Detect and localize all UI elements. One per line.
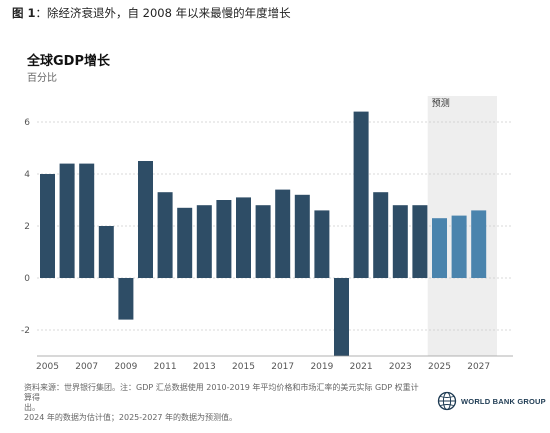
logo-text: WORLD BANK GROUP <box>461 396 546 406</box>
source-line-2: 出。 <box>24 403 40 412</box>
bar-2022 <box>373 192 389 278</box>
bar-2013 <box>196 205 212 278</box>
x-tick-label: 2025 <box>428 362 451 372</box>
x-tick-label: 2015 <box>232 362 255 372</box>
bar-2012 <box>177 207 193 278</box>
bar-2024 <box>412 205 428 278</box>
figure-caption: ：除经济衰退外，自 2008 年以来最慢的年度增长 <box>35 6 291 20</box>
bar-2010 <box>138 161 153 278</box>
bar-2017 <box>275 189 291 278</box>
bar-2015 <box>236 197 251 278</box>
source-note: 资料来源：世界银行集团。注：GDP 汇总数据使用 2010-2019 年平均价格… <box>24 383 424 423</box>
y-tick-label: 4 <box>24 170 30 180</box>
chart-subtitle: 百分比 <box>27 73 57 84</box>
y-tick-label: -2 <box>21 326 30 336</box>
bar-2025 <box>432 218 447 278</box>
bar-2011 <box>157 192 173 278</box>
x-tick-label: 2011 <box>154 362 177 372</box>
bar-2007 <box>79 163 95 278</box>
forecast-label: 预测 <box>432 98 450 109</box>
bar-2014 <box>216 200 232 278</box>
figure-label: 图 1 <box>12 6 36 20</box>
x-tick-label: 2023 <box>389 362 412 372</box>
x-tick-label: 2013 <box>193 362 216 372</box>
bar-2021 <box>353 111 369 278</box>
y-tick-label: 0 <box>24 274 30 284</box>
x-tick-label: 2009 <box>114 362 137 372</box>
bar-2019 <box>314 210 330 278</box>
bar-2026 <box>451 215 467 278</box>
bar-2027 <box>471 210 487 278</box>
y-tick-label: 6 <box>24 118 30 128</box>
x-tick-label: 2017 <box>271 362 294 372</box>
bar-2008 <box>98 226 114 278</box>
bar-2005 <box>40 174 55 278</box>
world-bank-logo: WORLD BANK GROUP <box>437 391 546 411</box>
x-tick-label: 2027 <box>467 362 490 372</box>
bar-2016 <box>255 205 271 278</box>
bar-2018 <box>294 194 310 278</box>
bar-2006 <box>59 163 75 278</box>
x-tick-label: 2005 <box>36 362 59 372</box>
source-line-3: 2024 年的数据为估计值；2025-2027 年的数据为预测值。 <box>24 413 238 422</box>
bar-2023 <box>392 205 408 278</box>
bar-2020 <box>334 278 349 356</box>
globe-icon <box>437 391 457 411</box>
bar-2009 <box>118 278 134 320</box>
x-tick-label: 2019 <box>310 362 333 372</box>
source-line-1: 资料来源：世界银行集团。注：GDP 汇总数据使用 2010-2019 年平均价格… <box>24 383 419 402</box>
chart-title: 全球GDP增长 <box>27 54 110 69</box>
x-tick-label: 2021 <box>350 362 373 372</box>
figure-header: 图 1：除经济衰退外，自 2008 年以来最慢的年度增长 <box>12 5 291 21</box>
x-tick-label: 2007 <box>75 362 98 372</box>
gdp-growth-chart: 预测 -2 0 2 4 6 2005 2007 2009 2011 2013 2015 2017 2019… <box>21 96 513 372</box>
y-tick-label: 2 <box>24 222 30 232</box>
